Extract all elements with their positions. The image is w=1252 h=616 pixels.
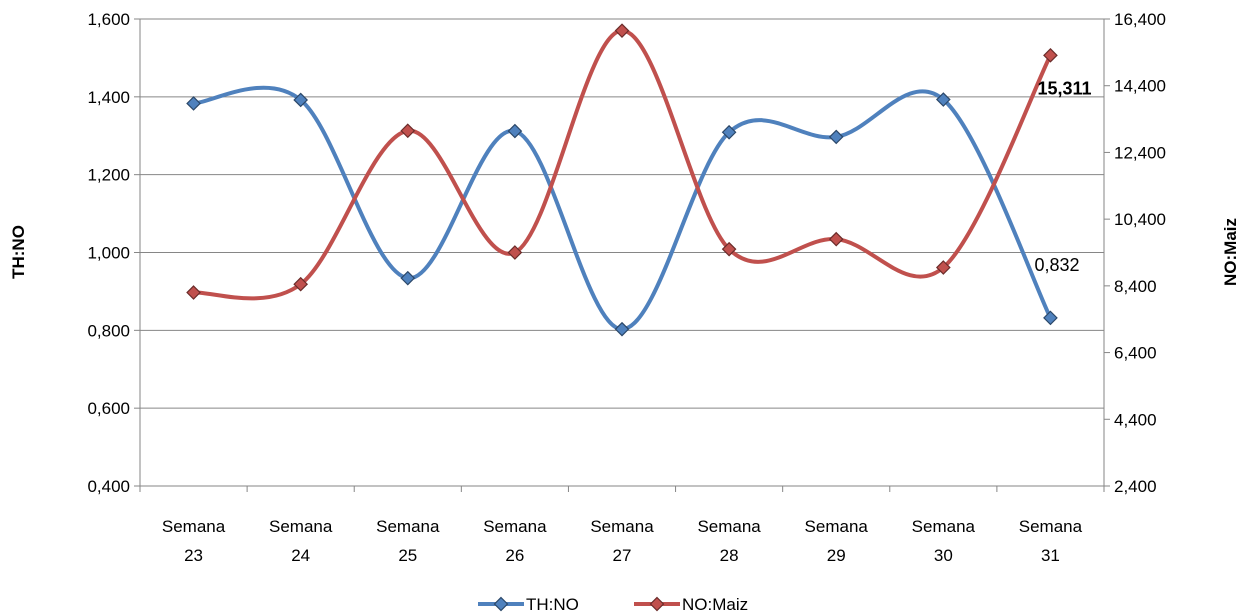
left-tick-label: 0,400	[87, 477, 130, 496]
right-tick-label: 4,400	[1114, 410, 1157, 429]
data-point	[1043, 47, 1058, 63]
legend: TH:NO NO:Maiz	[478, 595, 748, 614]
data-labels: 0,832 15,311	[1034, 78, 1091, 275]
legend-item-no-maiz: NO:Maiz	[634, 595, 748, 614]
right-axis-title: NO:Maiz	[1221, 218, 1240, 286]
left-tick-label: 0,600	[87, 399, 130, 418]
data-point	[828, 129, 844, 145]
data-point	[507, 245, 523, 260]
data-point	[1043, 310, 1058, 326]
x-tick-label: Semana 30	[912, 517, 976, 565]
right-tick-label: 10,400	[1114, 210, 1166, 229]
right-tick-label: 14,400	[1114, 77, 1166, 96]
data-point	[614, 23, 630, 39]
x-axis-ticks: Semana 23 Semana 24 Semana 25 Semana 26 Semana 27…	[139, 486, 1105, 565]
legend-label: TH:NO	[526, 595, 579, 614]
data-point	[400, 123, 416, 139]
data-point	[721, 241, 737, 257]
data-point	[186, 96, 201, 111]
series-no-maiz	[186, 23, 1058, 301]
data-point	[721, 124, 737, 140]
right-tick-label: 8,400	[1114, 277, 1157, 296]
left-axis-title: TH:NO	[9, 225, 28, 279]
data-point	[828, 231, 844, 247]
data-point	[935, 260, 951, 275]
legend-marker	[493, 596, 509, 612]
legend-item-th-no: TH:NO	[478, 595, 579, 614]
data-point	[400, 270, 416, 286]
right-tick-label: 12,400	[1114, 143, 1166, 162]
x-tick-label: Semana 23	[162, 517, 226, 565]
series-layer	[186, 23, 1058, 337]
left-axis-ticks: 0,400 0,600 0,800 1,000 1,200 1,400 1,600	[87, 10, 140, 496]
left-tick-label: 1,600	[87, 10, 130, 29]
right-tick-label: 6,400	[1114, 344, 1157, 363]
series-th-no	[186, 85, 1058, 337]
left-tick-label: 1,400	[87, 88, 130, 107]
x-tick-label: Semana 26	[483, 517, 547, 565]
left-tick-label: 1,000	[87, 244, 130, 263]
data-point	[507, 123, 523, 139]
left-tick-label: 0,800	[87, 321, 130, 340]
data-point	[186, 285, 201, 300]
data-label: 15,311	[1037, 78, 1091, 98]
series-line-th-no	[191, 85, 1053, 332]
left-tick-label: 1,200	[87, 166, 130, 185]
x-tick-label: Semana 28	[697, 517, 761, 565]
legend-marker	[649, 596, 665, 612]
right-axis-ticks: 2,400 4,400 6,400 8,400 10,400 12,400 14,400 16…	[1104, 10, 1166, 496]
right-tick-label: 16,400	[1114, 10, 1166, 29]
x-tick-label: Semana 24	[269, 517, 333, 565]
x-tick-label: Semana 25	[376, 517, 440, 565]
data-point	[293, 276, 309, 292]
legend-label: NO:Maiz	[682, 595, 748, 614]
data-label: 0,832	[1034, 255, 1079, 275]
data-point	[935, 92, 951, 107]
x-tick-label: Semana 29	[805, 517, 869, 565]
x-tick-label: Semana 27	[590, 517, 654, 565]
series-line-no-maiz	[191, 28, 1053, 301]
right-tick-label: 2,400	[1114, 477, 1157, 496]
data-point	[293, 92, 309, 108]
x-tick-label: Semana 31	[1019, 517, 1083, 565]
data-point	[614, 321, 630, 337]
